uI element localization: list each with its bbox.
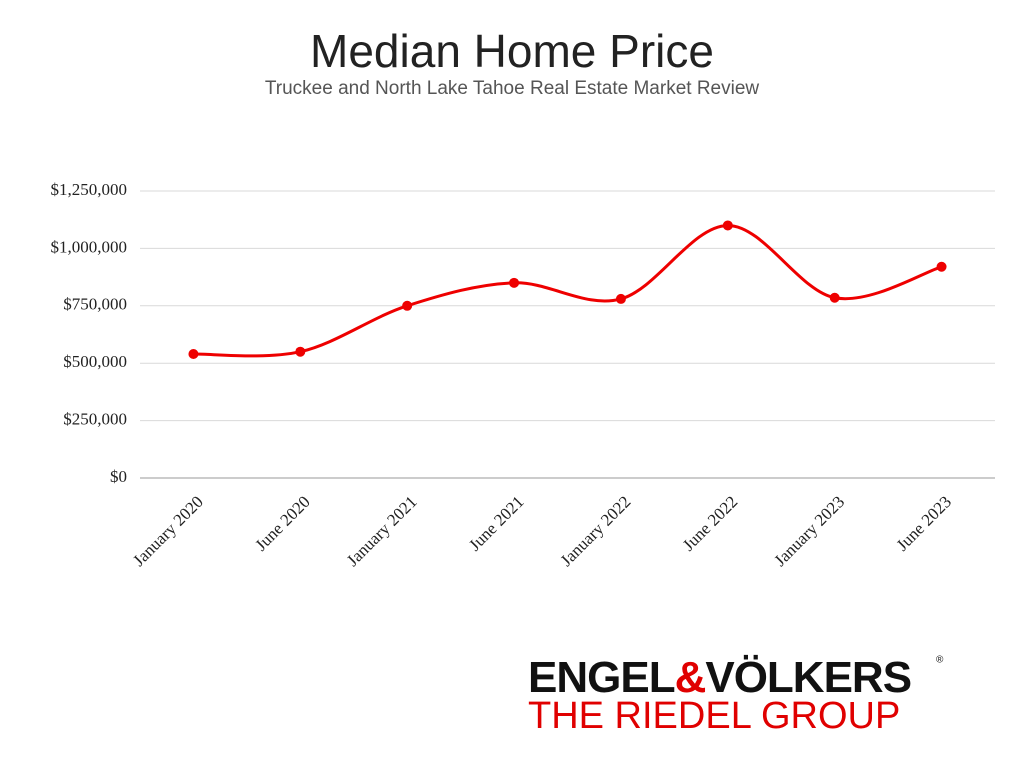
logo-text: ENGEL&VÖLKERS [528,653,911,702]
x-tick-label: June 2023 [893,492,956,555]
logo: ENGEL&VÖLKERS ® THE RIEDEL GROUP [528,653,944,737]
logo-brand: ENGEL [528,653,675,702]
y-tick-label: $1,250,000 [51,180,128,199]
x-tick-label: January 2021 [343,492,421,570]
chart-subtitle: Truckee and North Lake Tahoe Real Estate… [265,78,760,99]
x-tick-label: June 2021 [465,492,528,555]
logo-ampersand: & [675,653,706,702]
point [936,261,947,272]
point [295,346,306,357]
logo-group: THE RIEDEL GROUP [528,695,900,737]
x-tick-label: January 2023 [770,492,848,570]
x-tick-label: June 2022 [679,492,742,555]
point [722,220,733,231]
point [509,277,520,288]
y-tick-label: $750,000 [63,295,127,314]
x-tick-label: June 2020 [251,492,314,555]
logo-registered: ® [936,655,944,666]
line [193,223,943,358]
y-tick-label: $500,000 [63,352,127,371]
point [402,300,413,311]
y-tick-label: $0 [110,467,127,486]
x-tick-label: January 2020 [129,492,207,570]
chart-title: Median Home Price [310,25,714,77]
y-tick-label: $250,000 [63,410,127,429]
y-tick-label: $1,000,000 [51,237,128,256]
point [188,349,199,360]
point [615,293,626,304]
x-tick-label: January 2022 [557,492,635,570]
point [829,292,840,303]
logo-brand: VÖLKERS [705,653,911,702]
